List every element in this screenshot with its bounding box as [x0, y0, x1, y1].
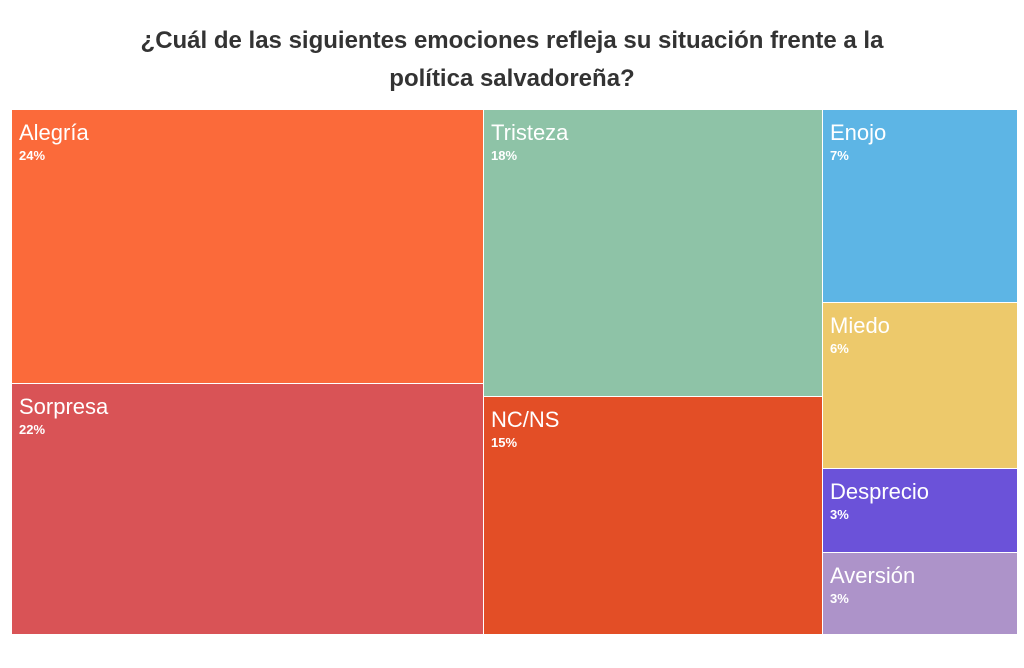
tile-label: Desprecio [830, 479, 930, 504]
tile-value: 15% [491, 435, 518, 450]
tile-value: 22% [19, 422, 46, 437]
tile-label: Tristeza [491, 120, 569, 145]
tile-label: Enojo [830, 120, 887, 145]
tile-value: 6% [830, 341, 849, 356]
tile-aversion[interactable]: Aversión 3% [823, 553, 1018, 635]
tile-label: Aversión [830, 563, 916, 588]
tile-nc-ns[interactable]: NC/NS 15% [484, 397, 823, 635]
tile-value: 7% [830, 148, 849, 163]
tile-enojo[interactable]: Enojo 7% [823, 110, 1018, 303]
tile-label: NC/NS [491, 407, 560, 432]
tile-label: Sorpresa [19, 394, 109, 419]
chart-title-line-1: ¿Cuál de las siguientes emociones reflej… [140, 27, 884, 54]
tile-miedo[interactable]: Miedo 6% [823, 303, 1018, 469]
tile-value: 3% [830, 591, 849, 606]
tile-label: Miedo [830, 313, 890, 338]
tile-alegria[interactable]: Alegría 24% [12, 110, 484, 384]
tile-value: 24% [19, 148, 46, 163]
tile-value: 3% [830, 507, 849, 522]
tile-label: Alegría [19, 120, 89, 145]
chart-title: ¿Cuál de las siguientes emociones reflej… [0, 22, 1024, 98]
tile-desprecio[interactable]: Desprecio 3% [823, 469, 1018, 553]
treemap: Alegría 24% Sorpresa 22% Tristeza 18% NC… [12, 110, 1018, 635]
tile-tristeza[interactable]: Tristeza 18% [484, 110, 823, 397]
tile-value: 18% [491, 148, 518, 163]
tile-sorpresa[interactable]: Sorpresa 22% [12, 384, 484, 635]
chart-title-line-2: política salvadoreña? [389, 65, 635, 92]
